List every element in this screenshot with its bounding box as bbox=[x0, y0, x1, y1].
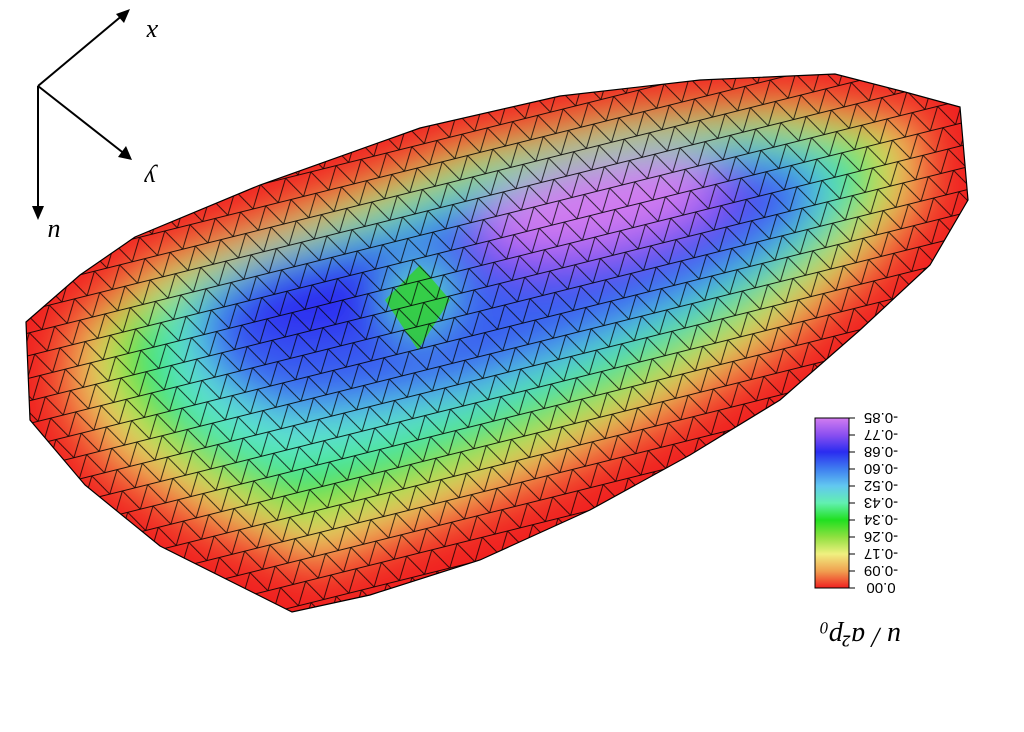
colorbar-tick-label: -0.85 bbox=[864, 409, 898, 426]
colorbar-swatches bbox=[815, 418, 849, 588]
colorbar-tick-label: -0.09 bbox=[864, 562, 898, 579]
y-axis-label: y bbox=[144, 164, 159, 193]
colorbar-tick-label: 0.00 bbox=[866, 579, 895, 596]
colorbar-gradient bbox=[815, 418, 849, 588]
colorbar-tick-label: -0.52 bbox=[864, 477, 898, 494]
y-axis-arrow bbox=[37, 85, 127, 156]
colorbar-title: u / a²p₀ bbox=[819, 621, 901, 652]
y-arrowhead-icon bbox=[118, 146, 132, 160]
colorbar-tick-label: -0.68 bbox=[864, 443, 898, 460]
z-arrowhead-icon bbox=[32, 206, 44, 220]
colorbar-tick-labels: -0.85-0.77-0.68-0.60-0.52-0.43-0.34-0.26… bbox=[849, 409, 898, 596]
x-arrowhead-icon bbox=[116, 9, 130, 23]
z-axis-label: u bbox=[48, 219, 61, 248]
x-axis-arrow bbox=[37, 13, 125, 87]
x-axis-label: x bbox=[146, 19, 159, 48]
colorbar-tick-label: -0.77 bbox=[864, 426, 898, 443]
colorbar-tick-label: -0.34 bbox=[864, 511, 898, 528]
colorbar-legend: -0.85-0.77-0.68-0.60-0.52-0.43-0.34-0.26… bbox=[814, 409, 901, 652]
colorbar-tick-label: -0.26 bbox=[864, 528, 898, 545]
colorbar-tick-label: -0.60 bbox=[864, 460, 898, 477]
colorbar-tick-label: -0.17 bbox=[864, 545, 898, 562]
colorbar-tick-label: -0.43 bbox=[864, 494, 898, 511]
coordinate-axes: x y u bbox=[32, 9, 159, 248]
